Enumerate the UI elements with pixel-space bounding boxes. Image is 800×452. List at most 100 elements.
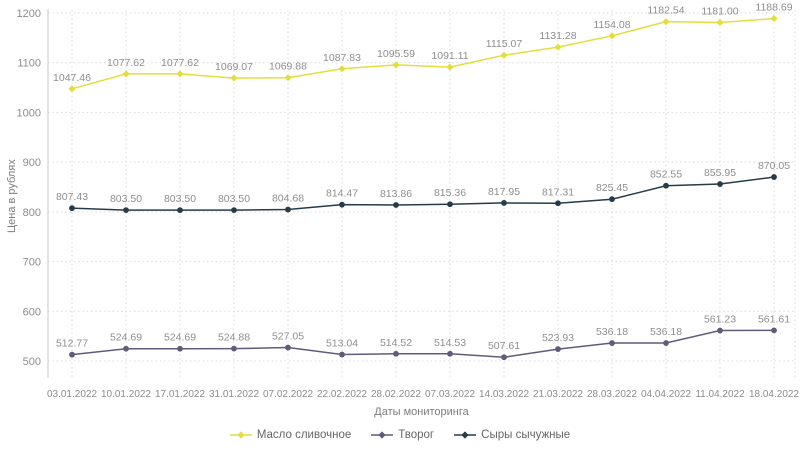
data-point <box>393 202 399 208</box>
x-tick-label: 17.01.2022 <box>155 389 205 400</box>
data-point <box>123 345 129 352</box>
data-point <box>771 327 777 334</box>
data-point-label: 536.18 <box>650 326 682 338</box>
data-point-label: 524.88 <box>218 332 250 344</box>
data-point <box>284 74 292 82</box>
data-point <box>338 65 346 73</box>
data-point-label: 1047.46 <box>53 72 91 84</box>
x-tick-label: 03.01.2022 <box>47 389 97 400</box>
legend-marker-icon <box>454 431 477 439</box>
y-tick-label: 800 <box>23 207 41 219</box>
y-tick-label: 1000 <box>17 107 41 119</box>
data-point-label: 514.52 <box>380 337 412 349</box>
data-point-label: 1069.88 <box>269 61 307 73</box>
legend-label: Масло сливочное <box>256 429 352 441</box>
data-point-label: 561.23 <box>704 314 736 326</box>
legend-label: Творог <box>398 429 435 441</box>
data-point-label: 1154.08 <box>593 19 630 31</box>
x-tick-label: 07.02.2022 <box>263 389 313 400</box>
x-tick-label: 11.04.2022 <box>695 389 745 400</box>
data-point <box>69 205 75 212</box>
data-point <box>339 351 345 358</box>
data-point <box>285 206 291 213</box>
legend-item[interactable]: Сыры сычужные <box>454 429 570 441</box>
data-point-label: 813.86 <box>380 188 412 200</box>
y-tick-label: 900 <box>23 157 41 169</box>
x-tick-label: 22.02.2022 <box>317 389 367 400</box>
data-point <box>500 51 508 59</box>
data-point <box>231 207 237 214</box>
x-axis-title: Даты мониторинга <box>374 406 469 418</box>
data-point-label: 817.31 <box>542 186 574 198</box>
data-point <box>177 345 183 352</box>
plot-area: 500 600 700 800 900 1000 1100 1200 03.01.2022 10.… <box>17 2 800 400</box>
data-point <box>663 340 669 346</box>
data-point-label: 1182.54 <box>647 5 684 17</box>
data-point-label: 803.50 <box>218 193 250 205</box>
series-line <box>71 329 775 358</box>
data-point <box>609 340 615 346</box>
x-tick-label: 18.04.2022 <box>749 389 799 400</box>
legend-item[interactable]: Творог <box>371 429 434 441</box>
data-point-label: 803.50 <box>164 193 196 205</box>
data-point <box>663 182 669 189</box>
data-point <box>230 74 238 82</box>
data-point <box>176 70 184 78</box>
data-point-label: 1115.07 <box>486 38 523 50</box>
y-tick-label: 700 <box>23 257 41 269</box>
data-point-label: 1181.00 <box>701 5 738 17</box>
data-point <box>555 200 561 207</box>
data-point-label: 1087.83 <box>323 52 361 64</box>
data-point-label: 1077.62 <box>107 57 145 69</box>
legend-marker-icon <box>371 431 394 439</box>
data-point <box>554 43 562 51</box>
data-point <box>231 345 237 352</box>
data-point-label: 507.61 <box>488 340 520 352</box>
data-point <box>608 32 616 40</box>
x-tick-label: 14.03.2022 <box>479 389 529 400</box>
data-point-label: 1131.28 <box>539 30 576 42</box>
data-point <box>770 15 778 23</box>
y-tick-label: 600 <box>23 306 41 318</box>
x-tick-label: 28.02.2022 <box>371 389 421 400</box>
y-axis-title: Цена в рублях <box>6 159 18 233</box>
data-point <box>501 200 507 206</box>
x-tick-label: 21.03.2022 <box>533 389 583 400</box>
data-point <box>285 344 291 351</box>
series-line <box>71 176 775 211</box>
data-point-label: 814.47 <box>326 188 358 200</box>
data-point <box>501 354 507 361</box>
data-point <box>609 196 615 203</box>
data-point <box>393 350 399 357</box>
x-tick-label: 10.01.2022 <box>101 389 151 400</box>
data-point <box>717 327 723 334</box>
legend: Масло сливочное Творог Сыры сычужные <box>0 429 800 441</box>
data-point-label: 512.77 <box>56 338 88 350</box>
data-point-label: 1095.59 <box>377 48 415 60</box>
data-point <box>717 181 723 187</box>
data-point-label: 855.95 <box>704 167 736 179</box>
data-point-label: 524.69 <box>164 332 196 344</box>
data-point <box>446 63 454 71</box>
data-point-label: 815.36 <box>434 187 466 199</box>
y-tick-label: 1200 <box>17 8 41 20</box>
data-point-label: 852.55 <box>650 169 682 181</box>
data-point-label: 561.61 <box>758 313 790 325</box>
legend-item[interactable]: Масло сливочное <box>229 429 352 441</box>
data-point <box>447 201 453 208</box>
x-tick-label: 04.04.2022 <box>641 389 691 400</box>
data-point-label: 524.69 <box>110 332 142 344</box>
data-point-label: 804.68 <box>272 193 304 205</box>
data-point-label: 825.45 <box>596 182 628 194</box>
data-point-label: 513.04 <box>326 338 358 350</box>
data-point <box>68 85 76 93</box>
data-point <box>123 207 129 214</box>
data-point <box>339 201 345 208</box>
data-point <box>662 18 670 26</box>
data-point-label: 807.43 <box>56 191 88 203</box>
y-tick-label: 1100 <box>17 58 41 70</box>
x-tick-label: 28.03.2022 <box>587 389 637 400</box>
series-line <box>71 17 775 90</box>
data-point <box>177 207 183 214</box>
data-point-label: 870.05 <box>758 160 790 172</box>
